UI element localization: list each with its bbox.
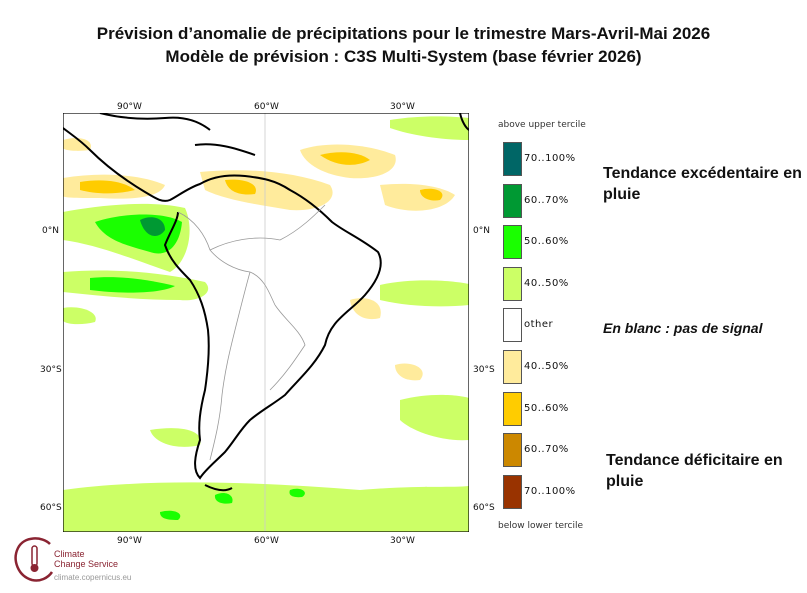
- lon-tick: 30°W: [390, 536, 415, 546]
- legend-label: 40..50%: [524, 361, 569, 372]
- logo-text: Change Service: [54, 559, 119, 569]
- coastlines: [63, 113, 469, 492]
- legend-top-caption: above upper tercile: [498, 120, 586, 130]
- borders: [177, 204, 326, 461]
- legend-label: 50..60%: [524, 402, 569, 414]
- lat-tick: 30°S: [473, 365, 495, 375]
- legend-swatch: [503, 266, 522, 301]
- legend-swatch: [503, 308, 522, 343]
- legend-swatch: [503, 433, 522, 468]
- title-line-1: Prévision d’anomalie de précipitations p…: [96, 24, 711, 43]
- logo-text: Climate: [54, 549, 85, 559]
- wet-anomaly-areas: [63, 116, 469, 532]
- lon-tick: 90°W: [117, 536, 142, 546]
- logo-url: climate.copernicus.eu: [54, 573, 132, 582]
- legend-swatch: [503, 474, 522, 509]
- lon-tick: 90°W: [117, 102, 142, 112]
- dry-anomaly-areas: [63, 138, 455, 381]
- legend-label: 40..50%: [524, 277, 569, 289]
- lat-tick: 60°S: [473, 503, 495, 513]
- legend-label: 60..70%: [524, 444, 569, 456]
- lon-tick: 60°W: [254, 102, 279, 112]
- legend-bottom-caption: below lower tercile: [498, 521, 583, 531]
- legend-label: 50..60%: [524, 236, 569, 248]
- note-wet: Tendance excédentaire en pluie: [603, 165, 802, 203]
- legend-swatch: [503, 142, 522, 176]
- note-dry: Tendance déficitaire en pluie: [606, 452, 783, 490]
- lon-tick: 60°W: [254, 536, 279, 546]
- legend-swatch: [503, 350, 522, 384]
- legend-label: 70..100%: [524, 485, 576, 497]
- note-no-signal: En blanc : pas de signal: [603, 320, 763, 336]
- lon-tick: 30°W: [390, 102, 415, 112]
- lat-tick: 0°N: [42, 226, 59, 236]
- legend-label: 60..70%: [524, 194, 569, 206]
- legend-label: 70..100%: [524, 153, 576, 164]
- title-line-2: Modèle de prévision : C3S Multi-System (…: [165, 47, 642, 66]
- lat-tick: 30°S: [40, 365, 62, 375]
- legend-swatch: [503, 391, 522, 426]
- legend-label: other: [524, 319, 554, 331]
- lat-tick: 0°N: [473, 226, 490, 236]
- thermometer-logo-icon: [14, 537, 54, 582]
- legend-swatch: [503, 225, 522, 260]
- legend-swatch: [503, 183, 522, 218]
- lat-tick: 60°S: [40, 503, 62, 513]
